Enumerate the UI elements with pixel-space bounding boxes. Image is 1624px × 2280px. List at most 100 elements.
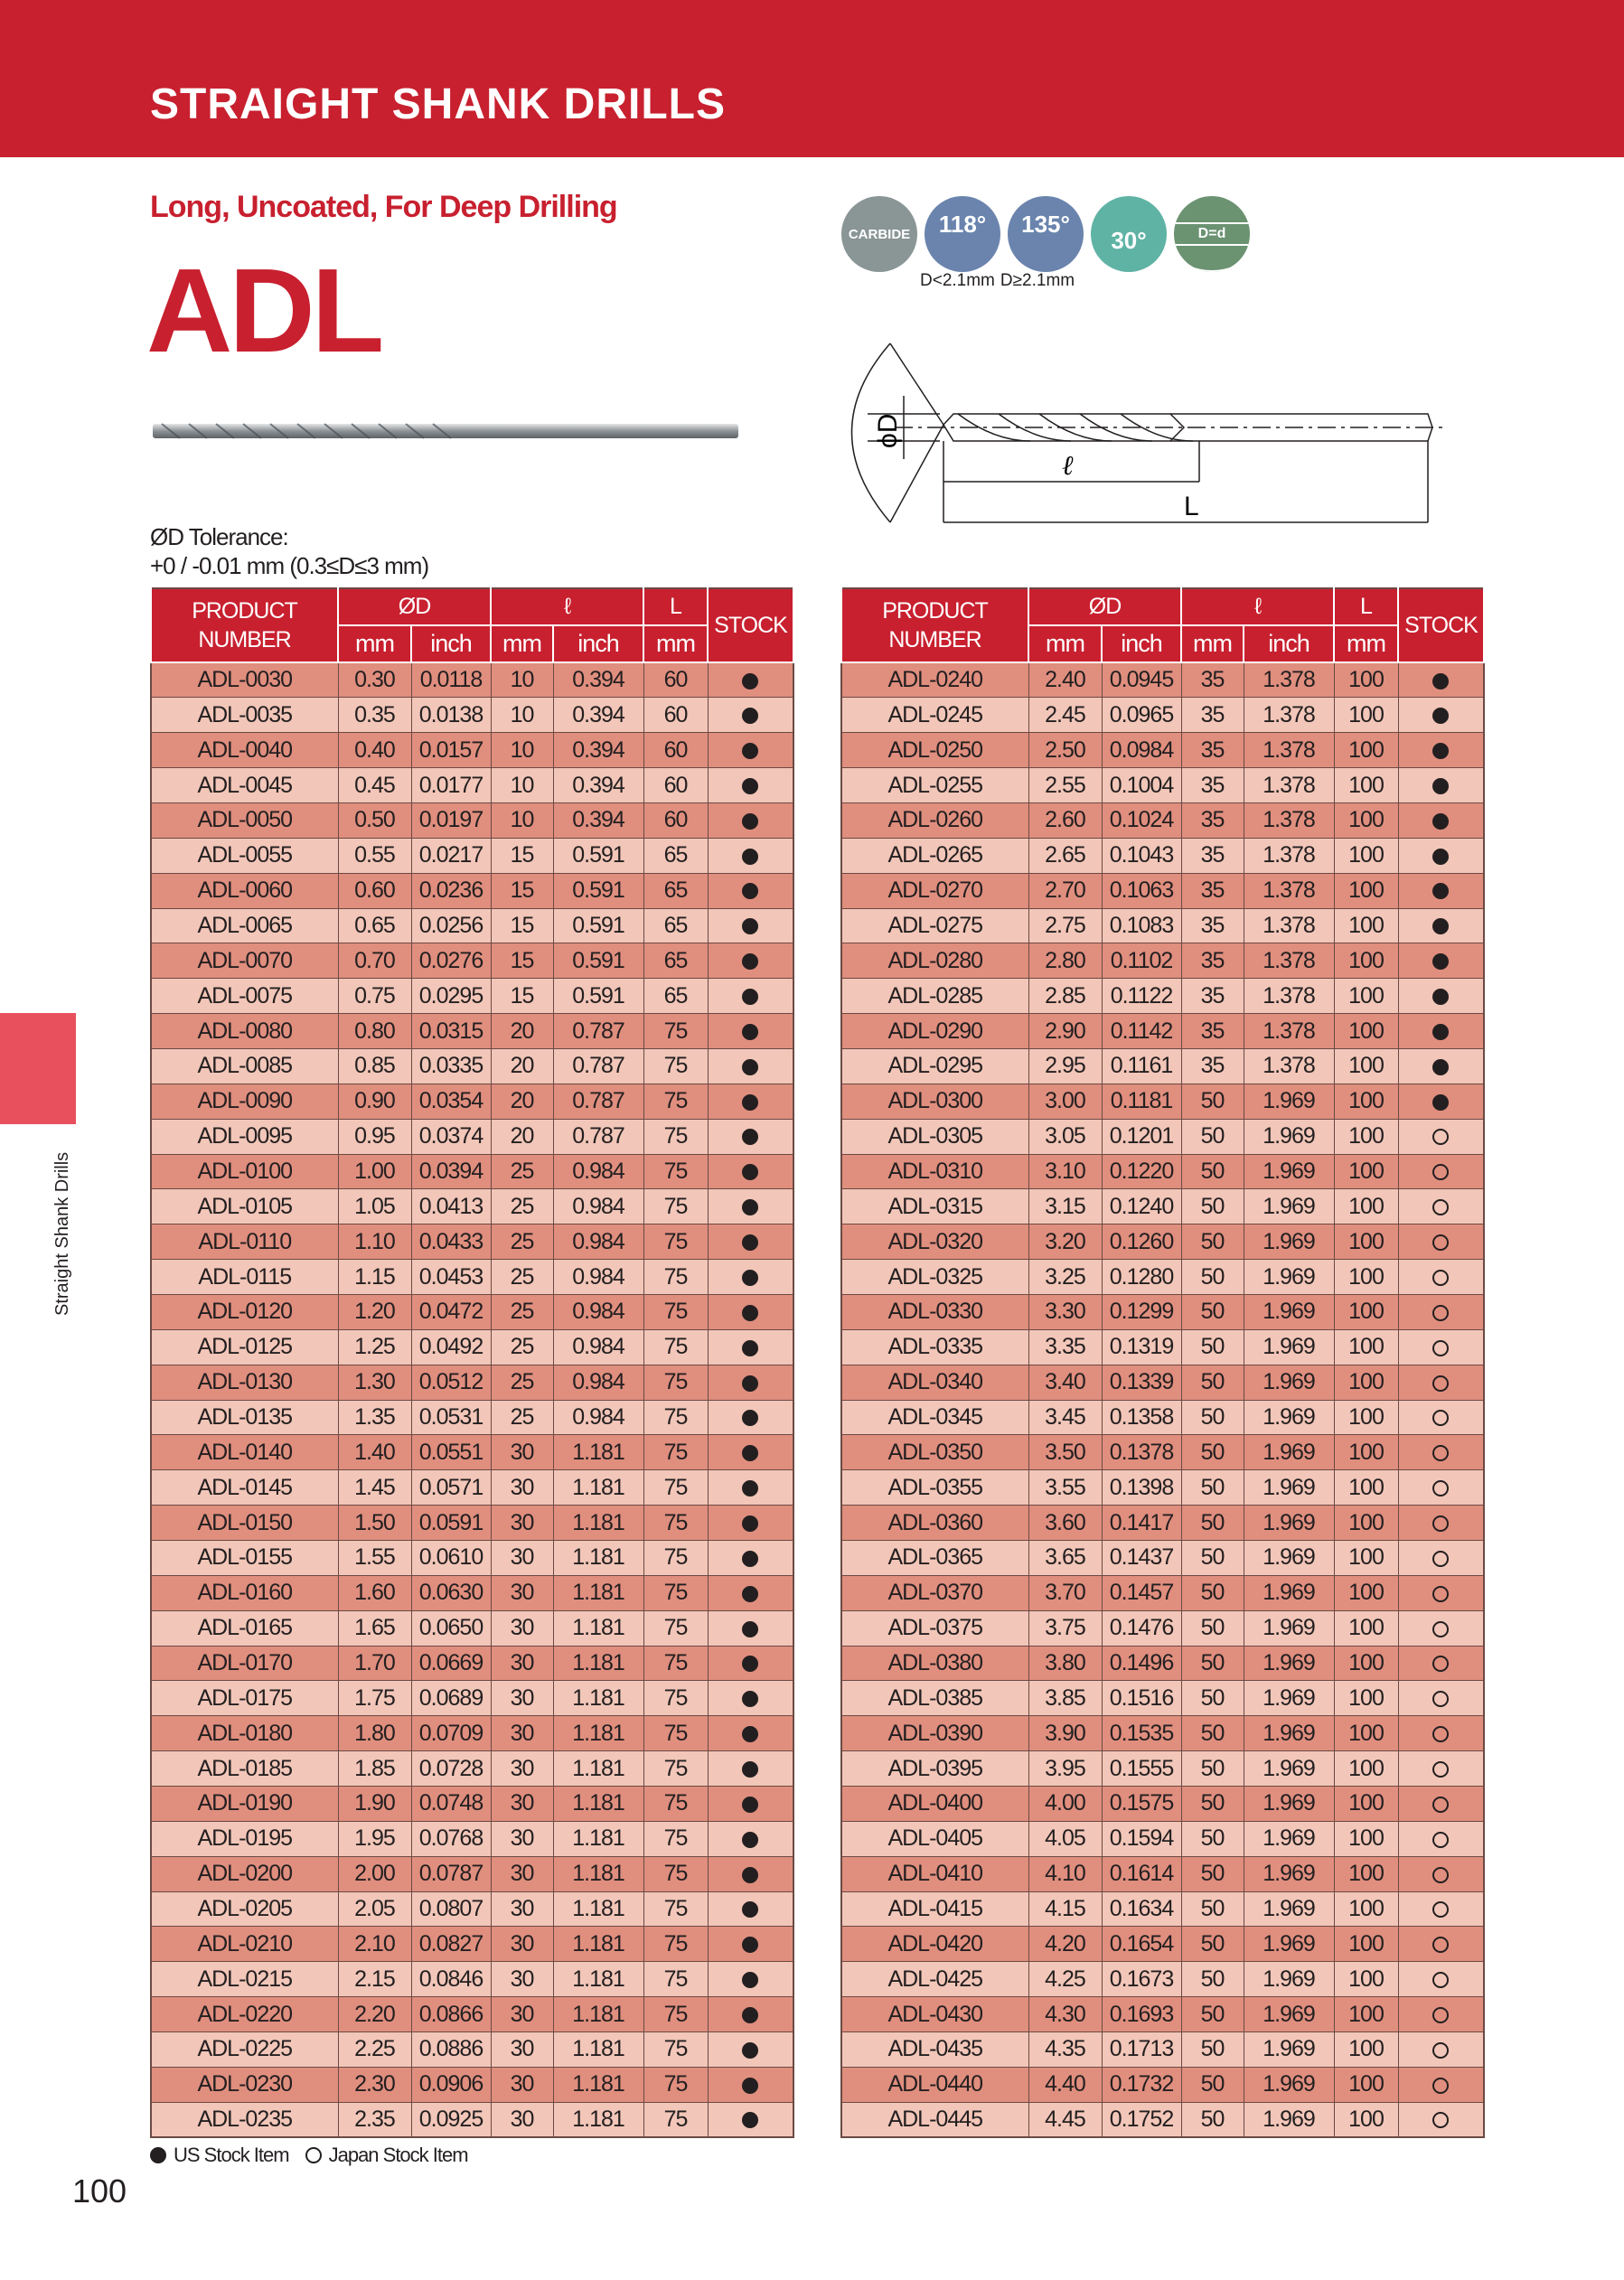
open-circle-icon xyxy=(1432,2112,1450,2129)
filled-circle-icon xyxy=(742,1339,759,1356)
stock-cell xyxy=(707,1961,794,1998)
filled-circle-icon xyxy=(742,1585,759,1602)
cell: 100 xyxy=(1333,1574,1399,1611)
open-circle-icon xyxy=(1432,2041,1450,2059)
cell: 1.969 xyxy=(1243,1609,1335,1647)
flute-length-label: ℓ xyxy=(1062,451,1074,481)
cell: 30 xyxy=(490,1786,554,1822)
stock-cell xyxy=(707,1293,794,1330)
cell: 2.45 xyxy=(1028,697,1103,734)
point-angle-118-icon: 118° xyxy=(925,196,1000,272)
cell: 0.0709 xyxy=(410,1715,492,1752)
cell: 1.15 xyxy=(337,1259,412,1295)
stock-cell xyxy=(1397,1574,1485,1611)
cell: 0.394 xyxy=(552,732,644,769)
cell: 1.378 xyxy=(1243,1047,1335,1084)
cell: 2.90 xyxy=(1028,1013,1103,1049)
cell: 0.1575 xyxy=(1101,1786,1182,1822)
cell: 1.181 xyxy=(552,1926,644,1963)
cell: 0.787 xyxy=(552,1047,644,1084)
cell: 1.969 xyxy=(1243,1224,1335,1261)
cell: 0.75 xyxy=(337,978,412,1015)
cell: 15 xyxy=(490,872,554,909)
cell: 2.75 xyxy=(1028,907,1103,944)
cell: 1.181 xyxy=(552,2031,644,2068)
table-row: ADL-0065 0.65 0.0256 15 0.591 65 xyxy=(150,907,794,944)
cell: ADL-0160 xyxy=(150,1574,339,1611)
stock-cell xyxy=(1397,661,1485,699)
stock-cell xyxy=(707,978,794,1015)
cell: ADL-0400 xyxy=(840,1786,1029,1822)
cell: 0.0394 xyxy=(410,1153,492,1190)
cell: 0.0827 xyxy=(410,1926,492,1963)
table-row: ADL-0270 2.70 0.1063 35 1.378 100 xyxy=(840,872,1485,909)
table-row: ADL-0265 2.65 0.1043 35 1.378 100 xyxy=(840,837,1485,874)
cell: 1.181 xyxy=(552,2066,644,2103)
shank-d-equals-d-icon: D=d xyxy=(1174,196,1250,272)
cell: 50 xyxy=(1180,1224,1244,1261)
cell: 2.35 xyxy=(337,2101,412,2138)
cell: ADL-0075 xyxy=(150,978,339,1015)
cell: 75 xyxy=(643,1505,709,1541)
table-row: ADL-0385 3.85 0.1516 50 1.969 100 xyxy=(840,1680,1485,1717)
cell: ADL-0135 xyxy=(150,1399,339,1436)
cell: 50 xyxy=(1180,1083,1244,1120)
cell: ADL-0170 xyxy=(150,1645,339,1682)
cell: 75 xyxy=(643,1574,709,1611)
cell: 30 xyxy=(490,1539,554,1576)
cell: 0.787 xyxy=(552,1083,644,1120)
cell: 0.1102 xyxy=(1101,943,1182,980)
cell: 100 xyxy=(1333,1469,1399,1506)
cell: 100 xyxy=(1333,1539,1399,1576)
cell: ADL-0030 xyxy=(150,661,339,699)
cell: 2.00 xyxy=(337,1855,412,1892)
open-circle-icon xyxy=(1432,1620,1450,1637)
cell: 1.378 xyxy=(1243,872,1335,909)
table-row: ADL-0285 2.85 0.1122 35 1.378 100 xyxy=(840,978,1485,1015)
cell: 0.591 xyxy=(552,907,644,944)
cell: 0.0138 xyxy=(410,697,492,734)
cell: 75 xyxy=(643,1224,709,1261)
cell: 0.0748 xyxy=(410,1786,492,1822)
table-row: ADL-0375 3.75 0.1476 50 1.969 100 xyxy=(840,1609,1485,1647)
cell: 0.787 xyxy=(552,1118,644,1155)
cell: 0.0768 xyxy=(410,1820,492,1857)
cell: 75 xyxy=(643,1259,709,1295)
cell: 100 xyxy=(1333,2066,1399,2103)
cell: 10 xyxy=(490,697,554,734)
table-row: ADL-0325 3.25 0.1280 50 1.969 100 xyxy=(840,1259,1485,1295)
cell: 1.969 xyxy=(1243,1820,1335,1857)
cell: 1.90 xyxy=(337,1786,412,1822)
stock-cell xyxy=(1397,837,1485,874)
cell: 100 xyxy=(1333,943,1399,980)
filled-circle-icon xyxy=(1432,848,1450,865)
cell: 3.30 xyxy=(1028,1293,1103,1330)
cell: 2.95 xyxy=(1028,1047,1103,1084)
filled-circle-icon xyxy=(742,2006,759,2023)
stock-cell xyxy=(707,802,794,839)
cell: ADL-0190 xyxy=(150,1786,339,1822)
cell: 0.591 xyxy=(552,943,644,980)
cell: 1.969 xyxy=(1243,1750,1335,1787)
cell: 100 xyxy=(1333,1505,1399,1541)
table-row: ADL-0035 0.35 0.0138 10 0.394 60 xyxy=(150,697,794,734)
cell: ADL-0280 xyxy=(840,943,1029,980)
unit-mm: mm xyxy=(1180,625,1244,663)
cell: 100 xyxy=(1333,1224,1399,1261)
open-circle-icon xyxy=(1432,1726,1450,1743)
open-circle-icon xyxy=(1432,1269,1450,1286)
legend-jp: Japan Stock Item xyxy=(328,2144,469,2166)
cell: ADL-0055 xyxy=(150,837,339,874)
stock-cell xyxy=(707,1786,794,1822)
cell: 25 xyxy=(490,1188,554,1225)
cell: 2.25 xyxy=(337,2031,412,2068)
stock-cell xyxy=(707,697,794,734)
stock-cell xyxy=(1397,1364,1485,1401)
cell: 3.20 xyxy=(1028,1224,1103,1261)
cell: 100 xyxy=(1333,872,1399,909)
cell: 30 xyxy=(490,1680,554,1717)
cell: 100 xyxy=(1333,1364,1399,1401)
table-row: ADL-0060 0.60 0.0236 15 0.591 65 xyxy=(150,872,794,909)
stock-cell xyxy=(707,1153,794,1190)
filled-circle-icon xyxy=(150,2147,166,2163)
